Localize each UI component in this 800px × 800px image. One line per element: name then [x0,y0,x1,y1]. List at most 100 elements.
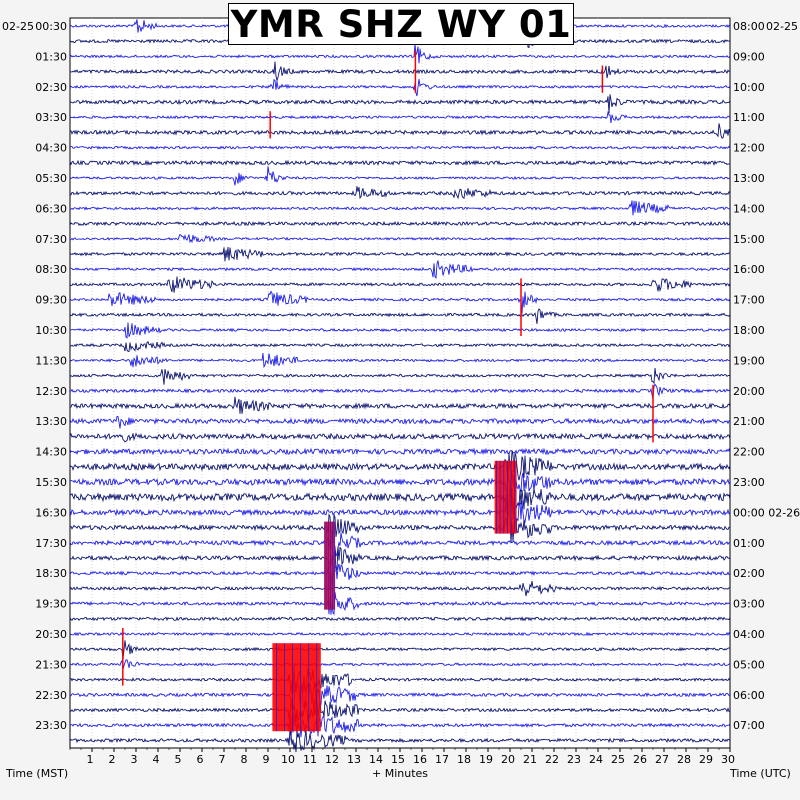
left-time-label: 19:30 [35,598,67,611]
x-tick-label: 16 [413,753,427,766]
right-time-label: 21:00 [733,415,765,428]
x-tick-label: 28 [677,753,691,766]
x-tick-label: 25 [611,753,625,766]
x-axis-ticks: 1 2 3 4 5 6 7 8 9 10 11 12 13 14 15 16 17 18 19 20 21 22 23 24 2… [69,748,735,766]
left-time-label: 05:30 [35,172,67,185]
trace-row [69,61,731,83]
trace-row [69,563,731,589]
x-tick-label: 5 [175,753,182,766]
clipped-block [494,460,517,534]
trace-row [69,529,731,558]
trace-row [69,383,731,400]
left-time-label: 12:30 [35,385,67,398]
right-time-label: 10:00 [733,81,765,94]
trace-row [69,470,731,497]
right-time-label: 13:00 [733,172,765,185]
left-time-label: 23:30 [35,719,67,732]
trace-row [69,233,731,244]
left-time-label: 22:30 [35,689,67,702]
left-time-label: 04:30 [35,142,67,155]
trace-row [69,200,731,216]
right-time-label: 04:00 [733,628,765,641]
clipped-signals [122,50,654,732]
left-time-label: 06:30 [35,202,67,215]
left-time-label: 20:30 [35,628,67,641]
left-time-label: 07:30 [35,233,67,246]
trace-row [69,659,731,670]
trace-row [69,308,731,324]
left-time-label: 17:30 [35,537,67,550]
trace-row [69,322,731,339]
trace-row [69,396,731,414]
x-tick-label: 23 [567,753,581,766]
left-time-label: 21:30 [35,658,67,671]
trace-row [69,78,731,97]
trace-row [69,447,731,456]
x-tick-label: 24 [589,753,603,766]
left-time-label: 10:30 [35,324,67,337]
left-time-label: 02:30 [35,81,67,94]
x-tick-label: 7 [219,753,226,766]
trace-row [69,276,731,293]
right-time-label: 23:00 [733,476,765,489]
x-tick-label: 19 [479,753,493,766]
right-time-label: 06:00 [733,689,765,702]
trace-row [69,415,731,429]
trace-row [69,159,731,166]
x-tick-label: 21 [523,753,537,766]
x-tick-label: 22 [545,753,559,766]
right-time-label: 12:00 [733,142,765,155]
x-tick-label: 1 [87,753,94,766]
left-time-label: 18:30 [35,567,67,580]
right-time-label: 08:00 [733,20,765,33]
trace-row [69,581,731,597]
x-tick-label: 27 [655,753,669,766]
trace-row [69,546,731,573]
trace-row [69,640,731,660]
right-time-label: 15:00 [733,233,765,246]
trace-row [69,510,731,543]
trace-row [69,494,731,526]
x-tick-label: 11 [303,753,317,766]
trace-row [69,145,731,150]
x-tick-label: 12 [325,753,339,766]
trace-row [69,432,731,443]
right-axis-labels: 08:00 09:00 10:00 11:00 12:00 13:00 14:00 15:00… [733,20,800,732]
trace-row [69,260,731,279]
x-tick-label: 26 [633,753,647,766]
x-tick-label: 20 [501,753,515,766]
x-tick-label: 6 [197,753,204,766]
trace-row [69,729,731,753]
x-tick-label: 13 [347,753,361,766]
x-tick-label: 14 [369,753,383,766]
trace-row [69,186,731,200]
seismic-traces [69,15,731,753]
trace-row [69,367,731,385]
x-tick-label: 10 [281,753,295,766]
right-time-label: 02:00 [733,567,765,580]
trace-row [69,665,731,694]
x-tick-label: 2 [109,753,116,766]
right-time-label: 22:00 [733,446,765,459]
trace-row [69,290,731,314]
trace-row [69,353,731,369]
trace-row [69,709,731,741]
right-time-label: 16:00 [733,263,765,276]
station-title: YMR SHZ WY 01 [230,2,572,46]
trace-row [69,110,731,123]
right-time-label: 00:00 02-26 [733,506,800,519]
trace-row [69,680,731,711]
right-time-label: 07:00 [733,719,765,732]
right-time-label: 18:00 [733,324,765,337]
left-time-label: 09:30 [35,294,67,307]
left-time-label: 13:30 [35,415,67,428]
trace-row [69,631,731,637]
right-time-label: 03:00 [733,598,765,611]
left-time-label: 16:30 [35,506,67,519]
trace-row [69,592,731,615]
x-tick-label: 8 [241,753,248,766]
trace-row [69,450,731,481]
clipped-block [272,643,321,732]
clipped-block [324,521,336,610]
